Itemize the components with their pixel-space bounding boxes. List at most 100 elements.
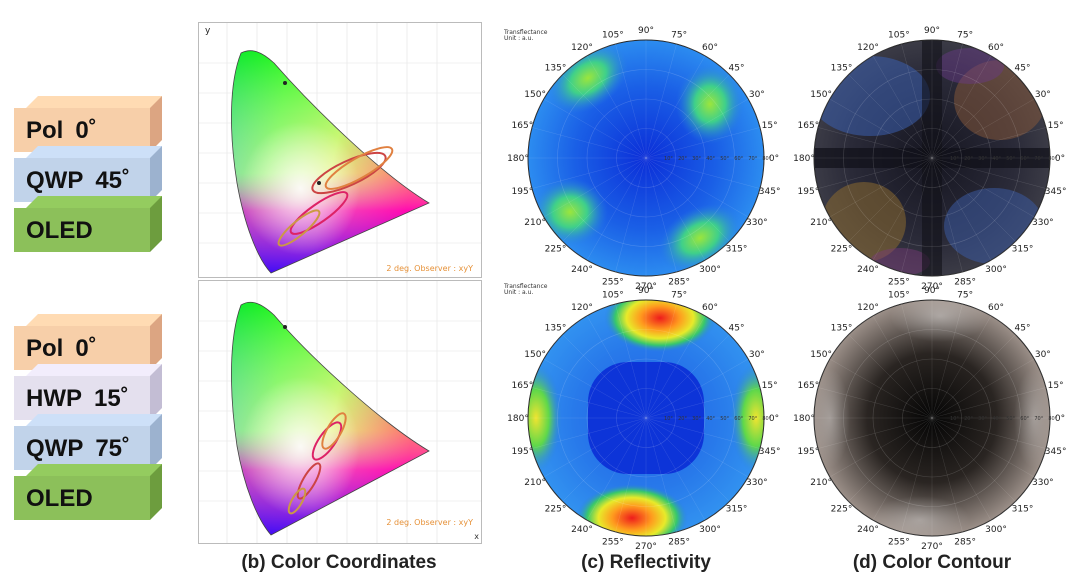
polar-spoke xyxy=(645,55,706,159)
layer-angle: 0˚ xyxy=(75,335,97,362)
layer-block: Pol 0˚ xyxy=(14,314,162,370)
polar-spoke xyxy=(562,334,647,419)
polar-spoke xyxy=(615,43,647,159)
angle-label: 270° xyxy=(635,542,657,552)
layer-label: QWP 45˚ xyxy=(26,167,130,195)
layer-name: Pol xyxy=(26,335,64,362)
polar-ring xyxy=(527,39,765,277)
angle-label: 195° xyxy=(512,187,534,197)
angle-label: 165° xyxy=(798,121,820,131)
layer-angle: 45˚ xyxy=(95,167,131,194)
angle-label: 285° xyxy=(954,278,976,288)
angle-label: 15° xyxy=(1048,381,1064,391)
polar-spoke xyxy=(562,157,647,242)
cie-chart-top: y 2 deg. Observer : xyY xyxy=(198,22,482,278)
angle-label: 180° xyxy=(793,154,815,164)
polar-spoke xyxy=(931,55,992,159)
angle-label: 0° xyxy=(769,414,779,424)
polar-spoke xyxy=(543,358,647,419)
polar-spoke xyxy=(848,157,933,242)
layer-top-face xyxy=(26,96,162,108)
polar-spoke xyxy=(645,315,706,419)
radial-tick-label: 10° xyxy=(664,416,673,422)
angle-label: 150° xyxy=(810,350,832,360)
polar-spoke xyxy=(562,417,647,502)
polar-spoke xyxy=(848,74,933,159)
polar-ring xyxy=(902,388,962,448)
layer-name: HWP xyxy=(26,385,82,412)
polar-spoke xyxy=(931,417,1016,502)
polar-spoke xyxy=(645,303,677,419)
layer-side-face xyxy=(150,464,162,520)
polar-spoke xyxy=(645,417,706,521)
layer-label: Pol 0˚ xyxy=(26,117,97,145)
polar-spoke xyxy=(931,157,1035,218)
angle-label: 60° xyxy=(702,43,718,53)
polar-spoke xyxy=(615,417,647,533)
angle-label: 180° xyxy=(793,414,815,424)
polar-plots: 0° 15° 30° 45° 60° 75° 90° 105° 120° 135° 150° 165°… xyxy=(507,26,1066,552)
layer-label: HWP 15˚ xyxy=(26,385,129,413)
polar-spoke xyxy=(645,157,706,261)
radial-tick-label: 10° xyxy=(950,416,959,422)
radial-tick-label: 40° xyxy=(992,416,1001,422)
angle-label: 165° xyxy=(512,121,534,131)
angle-label: 270° xyxy=(921,542,943,552)
radial-tick-label: 40° xyxy=(706,416,715,422)
angle-label: 300° xyxy=(985,525,1007,535)
angle-label: 330° xyxy=(1032,218,1054,228)
angle-label: 120° xyxy=(571,43,593,53)
polar-spoke xyxy=(901,157,933,273)
angle-label: 120° xyxy=(857,43,879,53)
layer-block: QWP 45˚ xyxy=(14,146,162,202)
angle-label: 330° xyxy=(746,478,768,488)
cie-diagram-bottom xyxy=(199,281,481,543)
polar-ring xyxy=(616,128,676,188)
polar-ring xyxy=(813,299,1051,537)
layer-top-face xyxy=(26,314,162,326)
angle-label: 270° xyxy=(921,282,943,292)
layer-angle: 75˚ xyxy=(95,435,131,462)
polar-spoke xyxy=(645,334,730,419)
angle-label: 300° xyxy=(699,265,721,275)
angle-label: 90° xyxy=(924,286,940,296)
polar-ring xyxy=(527,299,765,537)
angle-label: 255° xyxy=(888,278,910,288)
polar-spoke xyxy=(901,303,933,419)
polar-spoke xyxy=(931,127,1047,159)
polar-ring xyxy=(616,388,676,448)
angle-label: 225° xyxy=(831,505,853,515)
polar-ring xyxy=(872,98,992,218)
angle-label: 30° xyxy=(749,90,765,100)
layer-label: QWP 75˚ xyxy=(26,435,130,463)
angle-label: 210° xyxy=(810,218,832,228)
angle-label: 150° xyxy=(810,90,832,100)
layer-top-face xyxy=(26,414,162,426)
polar-spoke xyxy=(531,127,647,159)
radial-tick-label: 30° xyxy=(978,156,987,162)
polar-spoke xyxy=(931,417,1035,478)
radial-tick-label: 30° xyxy=(692,416,701,422)
angle-label: 105° xyxy=(888,30,910,40)
angle-label: 225° xyxy=(545,505,567,515)
angle-label: 240° xyxy=(857,265,879,275)
polar-ring xyxy=(586,98,706,218)
angle-label: 135° xyxy=(831,323,853,333)
layer-block: Pol 0˚ xyxy=(14,96,162,152)
angle-label: 135° xyxy=(545,63,567,73)
angle-label: 285° xyxy=(954,538,976,548)
layer-block: OLED xyxy=(14,464,162,520)
angle-label: 0° xyxy=(769,154,779,164)
polar-spoke xyxy=(645,157,761,189)
caption-color-coordinates: (b) Color Coordinates xyxy=(241,552,437,573)
polar-spoke xyxy=(848,417,933,502)
angle-label: 255° xyxy=(602,538,624,548)
angle-label: 150° xyxy=(524,350,546,360)
radial-tick-label: 80° xyxy=(762,416,771,422)
polar-spoke xyxy=(817,127,933,159)
x-axis-label-bottom: x xyxy=(474,532,479,541)
polar-grid: 0° 15° 30° 45° 60° 75° 90° 105° 120° 135° 150° 165°… xyxy=(507,286,780,552)
radial-tick-label: 70° xyxy=(1034,156,1043,162)
caption-reflectivity: (c) Reflectivity xyxy=(581,552,711,573)
polar-spoke xyxy=(931,74,1016,159)
